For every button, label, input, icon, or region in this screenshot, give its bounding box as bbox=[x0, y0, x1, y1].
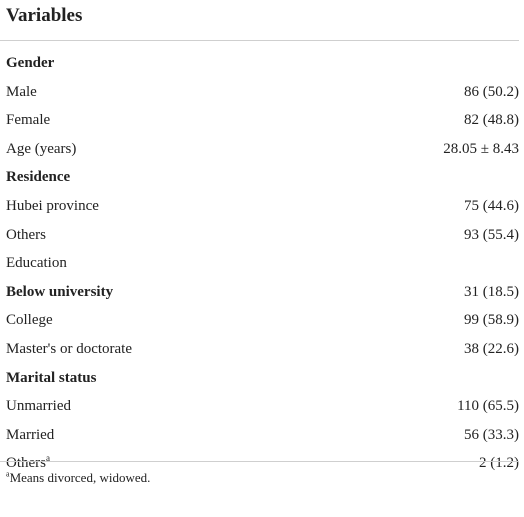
table-row: Female 82 (48.8) bbox=[0, 106, 519, 135]
row-label: Below university bbox=[6, 283, 114, 300]
table-row: Education bbox=[0, 249, 519, 278]
row-value: 99 (58.9) bbox=[464, 312, 519, 329]
row-value: 86 (50.2) bbox=[464, 83, 519, 100]
table-row: Married 56 (33.3) bbox=[0, 421, 519, 450]
row-value: 31 (18.5) bbox=[464, 283, 519, 300]
row-label: Male bbox=[6, 83, 37, 100]
footnote-marker: a bbox=[6, 469, 10, 479]
table-row: Male 86 (50.2) bbox=[0, 78, 519, 107]
table-body: Gender Male 86 (50.2) Female 82 (48.8) A… bbox=[0, 49, 519, 478]
table-row: Gender bbox=[0, 49, 519, 78]
table-row: Others 93 (55.4) bbox=[0, 221, 519, 250]
row-label: Hubei province bbox=[6, 197, 99, 214]
row-label: Married bbox=[6, 426, 55, 443]
row-label: Others bbox=[6, 226, 46, 243]
row-label-text: Others bbox=[6, 455, 46, 472]
table-row: Othersa 2 (1.2) bbox=[0, 449, 519, 478]
table-footnote: aMeans divorced, widowed. bbox=[6, 469, 150, 487]
table-row: Hubei province 75 (44.6) bbox=[0, 192, 519, 221]
row-value: 56 (33.3) bbox=[464, 426, 519, 443]
footnote-marker: a bbox=[46, 453, 50, 464]
row-label: Gender bbox=[6, 55, 55, 71]
row-value: 28.05 ± 8.43 bbox=[443, 140, 519, 157]
row-value: 82 (48.8) bbox=[464, 112, 519, 129]
row-label: Unmarried bbox=[6, 398, 71, 415]
row-label: Age (years) bbox=[6, 140, 77, 157]
row-value: 93 (55.4) bbox=[464, 226, 519, 243]
table-row: Age (years) 28.05 ± 8.43 bbox=[0, 135, 519, 164]
table-row: Marital status bbox=[0, 364, 519, 393]
row-value: 110 (65.5) bbox=[457, 398, 519, 415]
row-label: College bbox=[6, 312, 53, 329]
row-label: Education bbox=[6, 255, 67, 272]
row-label: Female bbox=[6, 112, 51, 129]
table-row: Residence bbox=[0, 163, 519, 192]
row-value: 38 (22.6) bbox=[464, 340, 519, 357]
row-label: Master's or doctorate bbox=[6, 340, 132, 357]
row-value: 2 (1.2) bbox=[479, 455, 519, 472]
footnote-text: Means divorced, widowed. bbox=[9, 470, 151, 485]
bottom-divider bbox=[0, 461, 519, 462]
row-label: Othersa bbox=[6, 449, 50, 478]
table-row: Below university 31 (18.5) bbox=[0, 278, 519, 307]
table-row: College 99 (58.9) bbox=[0, 306, 519, 335]
top-divider bbox=[0, 40, 519, 41]
table-row: Unmarried 110 (65.5) bbox=[0, 392, 519, 421]
row-value: 75 (44.6) bbox=[464, 197, 519, 214]
row-label: Marital status bbox=[6, 369, 97, 386]
row-label: Residence bbox=[6, 169, 71, 186]
table-header: Variables bbox=[6, 5, 83, 26]
table-row: Master's or doctorate 38 (22.6) bbox=[0, 335, 519, 364]
